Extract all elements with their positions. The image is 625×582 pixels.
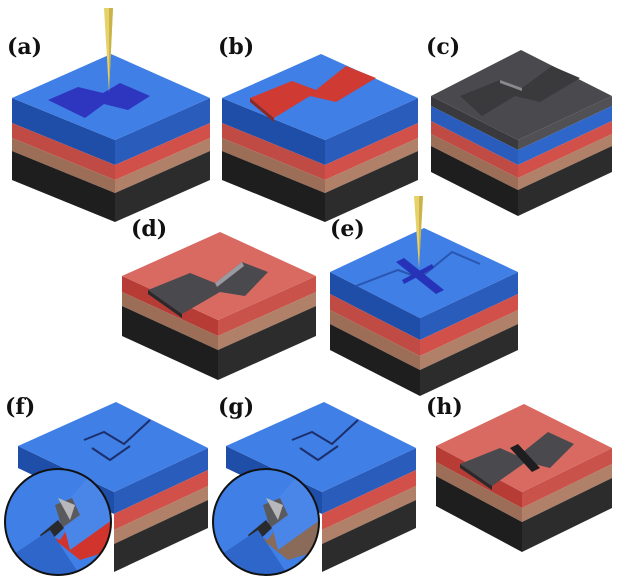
panel-f: (f) bbox=[4, 394, 208, 576]
panel-a-block bbox=[12, 54, 210, 222]
panel-e-tip bbox=[414, 196, 423, 268]
panel-h-bowtie bbox=[460, 432, 574, 486]
panel-a-label: (a) bbox=[7, 34, 42, 60]
panel-c-block bbox=[431, 50, 612, 216]
panel-a-tip bbox=[104, 8, 113, 92]
panel-e-exposed-line bbox=[396, 258, 444, 294]
panel-f-inset bbox=[4, 468, 112, 576]
panel-e: (e) bbox=[330, 196, 518, 396]
panel-g-label: (g) bbox=[218, 394, 254, 420]
panel-f-label: (f) bbox=[5, 394, 35, 420]
panel-c-metal-trench bbox=[460, 66, 580, 116]
panel-h: (h) bbox=[426, 394, 612, 552]
panel-g: (g) bbox=[212, 394, 416, 576]
panel-b-trench bbox=[250, 66, 376, 118]
panel-h-label: (h) bbox=[426, 394, 463, 420]
panel-b-label: (b) bbox=[218, 34, 254, 60]
panel-a-exposed-pattern bbox=[48, 83, 150, 118]
panel-c: (c) bbox=[426, 34, 612, 216]
panel-b-block bbox=[222, 54, 418, 222]
panel-c-label: (c) bbox=[426, 34, 460, 60]
panel-h-block bbox=[436, 404, 612, 552]
panel-e-block bbox=[330, 228, 518, 396]
panel-d: (d) bbox=[122, 216, 316, 380]
panel-d-block bbox=[122, 232, 316, 380]
panel-e-label: (e) bbox=[330, 216, 365, 242]
panel-d-label: (d) bbox=[131, 216, 167, 242]
panel-h-nanogap bbox=[510, 444, 540, 472]
panel-b: (b) bbox=[218, 34, 418, 222]
panel-d-bowtie bbox=[148, 262, 268, 314]
panel-a: (a) bbox=[7, 8, 210, 222]
